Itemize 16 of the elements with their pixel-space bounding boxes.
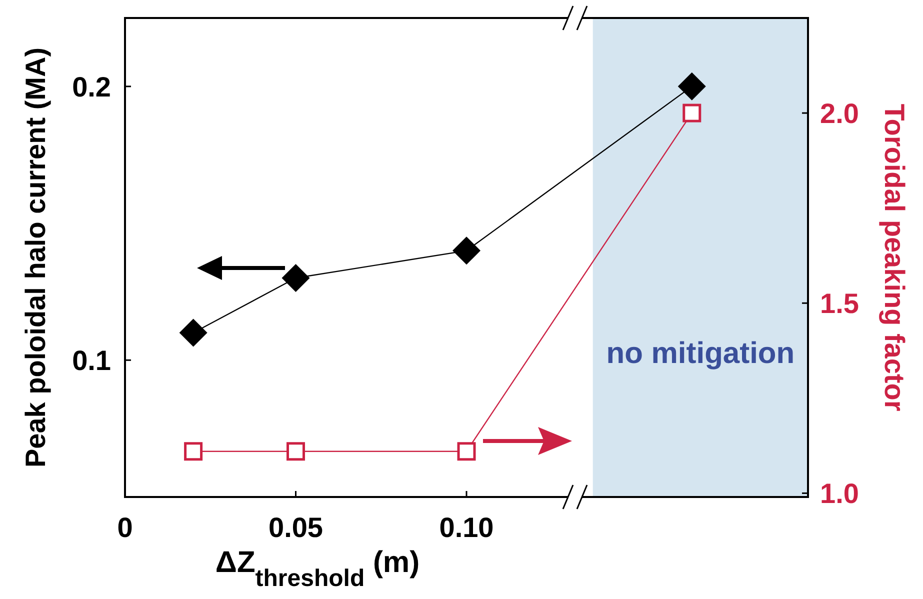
y-axis-title: Peak poloidal halo current (MA) (20, 47, 51, 468)
point (282, 264, 310, 292)
point (678, 72, 706, 100)
x-tick-label: 0.05 (268, 512, 323, 543)
x-tick-label: 0 (117, 512, 133, 543)
x-tick-label: 0.10 (439, 512, 494, 543)
band-label: no mitigation (606, 336, 795, 370)
y2-axis-title: Toroidal peaking factor (879, 104, 910, 412)
y-tick-label: 0.2 (72, 71, 111, 102)
y2-tick-label: 1.0 (820, 478, 859, 510)
x-axis-title: ΔZ$_{threshold}$ (m) (215, 546, 420, 592)
y2-tick-label: 2.0 (820, 98, 859, 130)
point (179, 318, 208, 347)
point (452, 236, 480, 265)
y-tick-label: 0.1 (72, 345, 111, 376)
y2-tick-label: 1.5 (820, 288, 859, 320)
